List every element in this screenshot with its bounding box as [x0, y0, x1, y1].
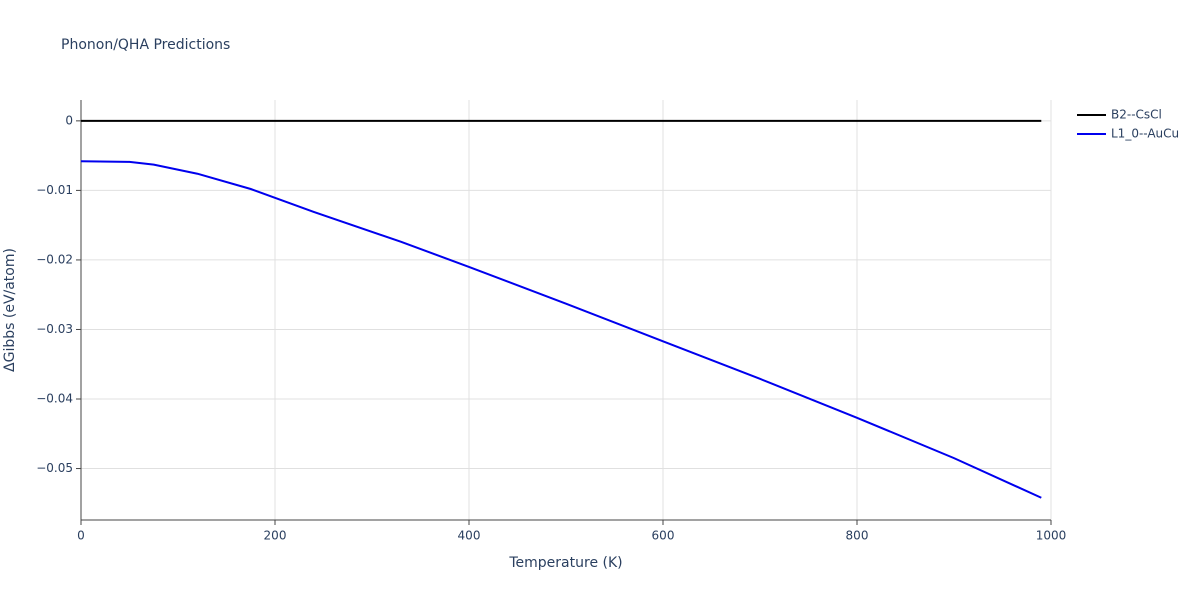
y-axis-title: ΔGibbs (eV/atom): [2, 248, 18, 372]
y-tick-label: −0.02: [36, 252, 73, 266]
x-tick-label: 400: [458, 529, 481, 543]
x-tick-label: 0: [77, 529, 85, 543]
y-tick-label: −0.01: [36, 183, 73, 197]
chart-title: Phonon/QHA Predictions: [61, 37, 230, 53]
x-axis-title: Temperature (K): [508, 555, 622, 571]
y-tick-label: −0.04: [36, 392, 73, 406]
x-tick-label: 600: [652, 529, 675, 543]
legend-label: L1_0--AuCu: [1111, 127, 1179, 141]
legend-label: B2--CsCl: [1111, 108, 1162, 122]
x-tick-label: 800: [846, 529, 869, 543]
x-tick-label: 200: [264, 529, 287, 543]
y-tick-label: −0.03: [36, 322, 73, 336]
y-tick-label: 0: [65, 113, 73, 127]
x-tick-label: 1000: [1036, 529, 1067, 543]
y-tick-label: −0.05: [36, 461, 73, 475]
line: [80, 160, 1042, 499]
